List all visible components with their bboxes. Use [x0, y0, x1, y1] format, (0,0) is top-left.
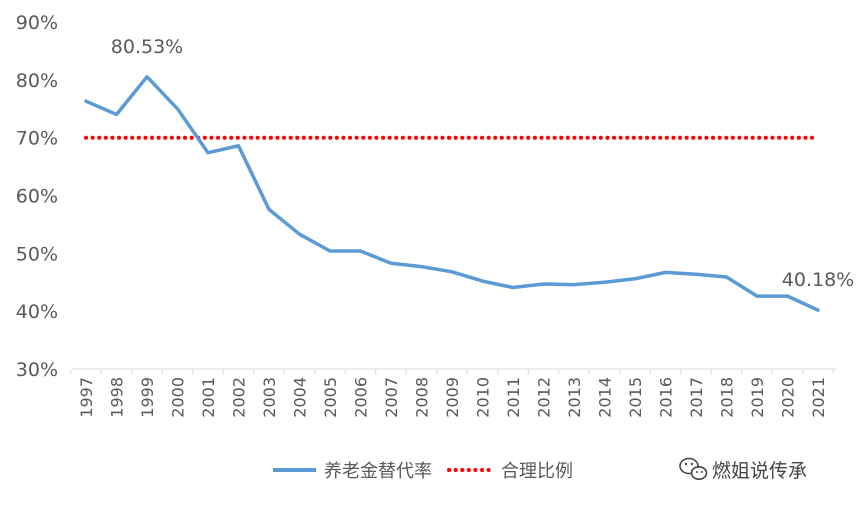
- legend-label-series-2: 合理比例: [501, 461, 573, 482]
- x-tick-label: 2002: [230, 377, 249, 418]
- x-tick-label: 1999: [138, 377, 157, 418]
- x-tick-label: 2006: [352, 377, 371, 418]
- x-axis-ticks: 1997 1998 1999 2000 2001 2002 2003 2004 2005 2006…: [70, 369, 834, 418]
- x-tick-label: 2016: [657, 377, 676, 418]
- x-tick-label: 2003: [260, 377, 279, 418]
- watermark-text: 燃姐说传承: [712, 460, 807, 482]
- x-tick-label: 2012: [535, 377, 554, 418]
- x-tick-label: 2007: [382, 377, 401, 418]
- x-tick-label: 1998: [108, 377, 127, 418]
- x-tick-label: 2011: [504, 377, 523, 418]
- legend-label-series-1: 养老金替代率: [324, 461, 432, 482]
- x-tick-label: 2020: [779, 377, 798, 418]
- x-tick-label: 1997: [77, 377, 96, 418]
- annotation-layer: 80.53% 40.18%: [111, 36, 854, 291]
- series-line-1: [84, 75, 820, 312]
- x-tick-label: 2013: [565, 377, 584, 418]
- x-tick-label: 2021: [809, 377, 828, 418]
- y-tick-label: 70%: [16, 128, 58, 150]
- series-layer: [84, 75, 820, 312]
- watermark: 燃姐说传承: [679, 457, 807, 482]
- x-tick-label: 2017: [687, 377, 706, 418]
- wechat-icon: [679, 457, 708, 480]
- legend: 养老金替代率 合理比例: [273, 461, 573, 482]
- x-tick-label: 2010: [474, 377, 493, 418]
- data-label: 40.18%: [782, 269, 854, 291]
- x-tick-label: 2004: [291, 377, 310, 418]
- x-tick-label: 2001: [199, 377, 218, 418]
- y-axis-ticks: 30% 40% 50% 60% 70% 80% 90%: [16, 12, 58, 381]
- x-tick-label: 2008: [413, 377, 432, 418]
- y-tick-label: 30%: [16, 359, 58, 381]
- x-tick-label: 2000: [169, 377, 188, 418]
- x-tick-label: 2009: [443, 377, 462, 418]
- y-tick-label: 40%: [16, 301, 58, 323]
- data-label: 80.53%: [111, 36, 183, 58]
- x-tick-label: 2015: [626, 377, 645, 418]
- x-tick-label: 2005: [321, 377, 340, 418]
- y-tick-label: 80%: [16, 70, 58, 92]
- y-tick-label: 90%: [16, 12, 58, 34]
- y-tick-label: 50%: [16, 243, 58, 265]
- x-tick-label: 2018: [718, 377, 737, 418]
- x-tick-label: 2014: [596, 377, 615, 418]
- x-tick-label: 2019: [748, 377, 767, 418]
- y-tick-label: 60%: [16, 186, 58, 208]
